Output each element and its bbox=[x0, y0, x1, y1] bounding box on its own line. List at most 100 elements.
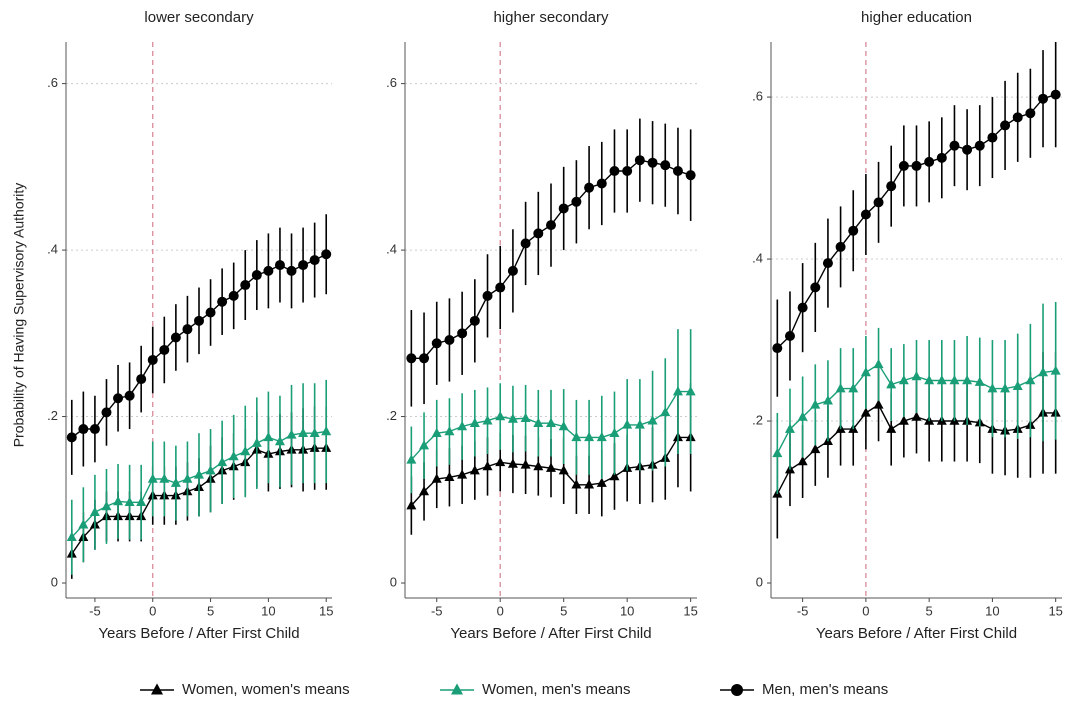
data-point bbox=[596, 178, 607, 189]
legend-marker bbox=[451, 683, 463, 695]
data-point bbox=[558, 203, 569, 214]
data-point bbox=[873, 358, 884, 369]
data-point bbox=[1050, 89, 1061, 100]
data-point bbox=[571, 196, 582, 207]
x-tick-label: 10 bbox=[620, 603, 634, 618]
data-point bbox=[124, 390, 135, 401]
data-point bbox=[797, 456, 808, 466]
data-point bbox=[533, 460, 544, 471]
data-point bbox=[419, 440, 430, 450]
data-point bbox=[469, 465, 480, 475]
data-point bbox=[860, 209, 871, 220]
x-tick-label: 15 bbox=[1048, 603, 1062, 618]
data-point bbox=[672, 166, 683, 177]
data-point bbox=[286, 265, 297, 276]
data-point bbox=[533, 417, 544, 427]
data-point bbox=[444, 426, 455, 436]
y-tick-label: 0 bbox=[51, 574, 58, 589]
data-point bbox=[495, 456, 506, 467]
data-point bbox=[609, 427, 620, 437]
data-point bbox=[124, 496, 135, 507]
data-point bbox=[886, 379, 897, 389]
data-point bbox=[495, 282, 506, 293]
x-tick-label: 10 bbox=[985, 603, 999, 618]
data-point bbox=[194, 469, 204, 479]
y-tick-label: .6 bbox=[752, 89, 763, 104]
data-point bbox=[533, 228, 544, 239]
x-tick-label: 0 bbox=[497, 603, 504, 618]
data-point bbox=[431, 473, 442, 483]
y-tick-label: .6 bbox=[386, 75, 397, 90]
data-point bbox=[217, 296, 228, 307]
x-tick-label: 5 bbox=[207, 603, 214, 618]
data-point bbox=[609, 470, 620, 481]
panel-title: higher secondary bbox=[493, 9, 609, 26]
data-point bbox=[596, 431, 607, 442]
data-point bbox=[546, 417, 556, 427]
data-point bbox=[886, 181, 897, 192]
panel-title: lower secondary bbox=[144, 9, 254, 26]
data-point bbox=[772, 447, 783, 458]
data-point bbox=[263, 431, 274, 442]
data-point bbox=[949, 375, 960, 385]
data-point bbox=[622, 419, 633, 429]
data-point bbox=[672, 386, 683, 396]
data-point bbox=[298, 260, 309, 271]
x-axis-label: Years Before / After First Child bbox=[816, 625, 1017, 642]
data-point bbox=[911, 370, 922, 381]
data-point bbox=[286, 429, 297, 439]
data-point bbox=[205, 307, 216, 318]
data-point bbox=[797, 302, 808, 313]
y-axis-label: Probability of Having Supervisory Author… bbox=[11, 183, 27, 448]
data-point bbox=[596, 477, 607, 487]
data-point bbox=[274, 260, 285, 271]
data-point bbox=[159, 473, 170, 483]
data-point bbox=[520, 459, 531, 469]
data-point bbox=[321, 249, 332, 260]
data-point bbox=[797, 411, 808, 421]
data-point bbox=[1012, 112, 1023, 123]
data-point bbox=[406, 500, 417, 510]
data-point bbox=[469, 417, 480, 427]
data-point bbox=[78, 519, 89, 529]
data-point bbox=[482, 290, 493, 301]
y-tick-label: .6 bbox=[47, 75, 58, 90]
data-point bbox=[194, 315, 204, 326]
data-point bbox=[810, 443, 821, 454]
data-point bbox=[873, 399, 884, 409]
x-tick-label: 0 bbox=[149, 603, 156, 618]
data-point bbox=[520, 412, 531, 422]
data-point bbox=[228, 451, 239, 461]
data-point bbox=[924, 156, 935, 167]
data-point bbox=[469, 315, 480, 326]
legend-marker bbox=[151, 683, 163, 695]
data-point bbox=[309, 255, 320, 266]
data-point bbox=[482, 415, 493, 425]
data-point bbox=[457, 421, 468, 431]
data-point bbox=[240, 446, 251, 456]
data-point bbox=[136, 496, 147, 507]
data-point bbox=[1038, 93, 1049, 104]
data-point bbox=[321, 426, 332, 436]
data-point bbox=[634, 419, 645, 429]
data-point bbox=[848, 225, 859, 236]
data-point bbox=[431, 338, 442, 349]
data-point bbox=[987, 383, 998, 393]
y-tick-label: .4 bbox=[752, 250, 763, 265]
y-tick-label: 0 bbox=[756, 574, 763, 589]
data-point bbox=[101, 500, 112, 511]
data-point bbox=[558, 421, 569, 431]
data-point bbox=[784, 423, 795, 433]
data-point bbox=[457, 328, 468, 339]
data-point bbox=[911, 160, 922, 171]
x-tick-label: 5 bbox=[560, 603, 567, 618]
data-point bbox=[182, 324, 193, 335]
data-point bbox=[571, 431, 582, 442]
data-point bbox=[182, 473, 193, 483]
data-point bbox=[507, 265, 518, 276]
data-point bbox=[406, 353, 417, 364]
data-point bbox=[810, 399, 821, 409]
data-point bbox=[558, 465, 569, 475]
data-point bbox=[217, 456, 228, 467]
x-tick-label: -5 bbox=[797, 603, 809, 618]
